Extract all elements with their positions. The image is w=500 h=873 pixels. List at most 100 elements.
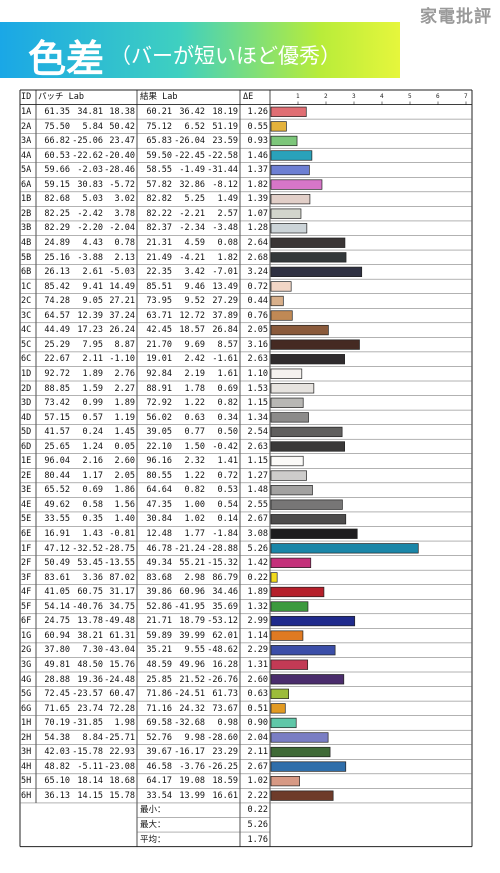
- row-id: 5D: [21, 427, 32, 438]
- result-lab-value: 9.69: [184, 339, 205, 350]
- delta-e-bar: [270, 557, 312, 568]
- row-id: 3C: [21, 310, 32, 321]
- patch-lab-value: 44.49: [44, 325, 70, 336]
- delta-e-bar: [270, 601, 309, 612]
- result-lab-value: 6.52: [184, 121, 205, 132]
- result-lab-value: -26.25: [207, 761, 238, 772]
- patch-lab-value: 57.15: [44, 412, 70, 423]
- delta-e-bar: [270, 630, 304, 641]
- result-lab-value: 56.02: [146, 412, 172, 423]
- result-lab-value: -1.49: [179, 165, 205, 176]
- patch-lab-value: 75.50: [44, 121, 70, 132]
- result-lab-value: 59.89: [146, 630, 172, 641]
- patch-lab-value: 2.16: [82, 456, 103, 467]
- delta-e-bar: [270, 426, 343, 438]
- x-tick-label: 1: [296, 93, 300, 100]
- delta-e-value: 1.48: [247, 485, 268, 496]
- result-lab-value: 2.42: [184, 354, 205, 365]
- result-lab-value: 47.35: [146, 499, 172, 510]
- result-lab-value: 18.57: [179, 325, 205, 336]
- patch-lab-value: 2.61: [82, 267, 103, 278]
- row-id: 2H: [21, 732, 32, 743]
- patch-lab-value: -22.62: [72, 150, 103, 161]
- delta-e-bar: [270, 470, 307, 481]
- patch-lab-value: -28.75: [104, 543, 135, 554]
- row-id: 1F: [21, 543, 32, 554]
- patch-lab-value: -49.48: [104, 616, 135, 627]
- result-lab-value: -21.24: [174, 543, 205, 554]
- delta-e-bar: [270, 368, 303, 379]
- patch-lab-value: 7.30: [82, 645, 103, 656]
- result-lab-value: 5.25: [184, 194, 205, 205]
- result-lab-value: 1.00: [184, 499, 205, 510]
- result-lab-value: 0.69: [217, 383, 238, 394]
- result-lab-value: 39.86: [146, 587, 172, 598]
- patch-lab-value: -2.20: [77, 223, 103, 234]
- summary-label: 最小：: [140, 805, 166, 816]
- result-lab-value: 33.54: [146, 790, 172, 801]
- result-lab-value: -41.95: [174, 601, 205, 612]
- patch-lab-value: 42.03: [44, 747, 70, 758]
- patch-lab-value: 1.45: [114, 427, 135, 438]
- delta-e-value: 2.67: [247, 514, 268, 525]
- patch-lab-value: 72.45: [44, 689, 70, 700]
- delta-e-value: 1.15: [247, 456, 268, 467]
- result-lab-value: -3.76: [179, 761, 205, 772]
- result-lab-value: 0.63: [184, 412, 205, 423]
- result-lab-value: 18.19: [212, 107, 238, 118]
- delta-e-value: 0.90: [247, 718, 268, 729]
- patch-lab-value: 0.69: [82, 485, 103, 496]
- patch-lab-value: -32.52: [72, 543, 103, 554]
- delta-e-value: 3.16: [247, 339, 268, 350]
- result-lab-value: -28.60: [207, 732, 238, 743]
- result-lab-value: 2.32: [184, 456, 205, 467]
- patch-lab-value: 4.43: [82, 238, 103, 248]
- x-tick-label: 2: [324, 93, 328, 100]
- row-id: 1E: [21, 456, 32, 467]
- result-lab-value: 0.77: [184, 427, 205, 438]
- delta-e-bar: [270, 106, 307, 117]
- row-id: 4F: [21, 587, 32, 598]
- row-id: 2B: [21, 208, 32, 219]
- delta-e-value: 0.93: [247, 136, 268, 147]
- delta-e-value: 2.68: [247, 252, 268, 263]
- patch-lab-value: 41.05: [44, 587, 70, 598]
- row-id: 4E: [21, 499, 32, 510]
- result-lab-value: 96.16: [146, 456, 172, 467]
- row-id: 1G: [21, 630, 32, 641]
- delta-e-bar: [270, 194, 311, 205]
- result-lab-value: -8.12: [212, 179, 238, 190]
- patch-lab-value: 2.27: [114, 383, 135, 394]
- delta-e-bar: [270, 775, 300, 787]
- delta-e-value: 0.76: [247, 310, 268, 321]
- patch-lab-value: 1.24: [82, 441, 103, 452]
- row-id: 1D: [21, 368, 32, 379]
- result-lab-value: -53.12: [207, 616, 238, 627]
- patch-lab-value: -23.08: [104, 761, 135, 772]
- result-lab-value: 1.49: [217, 194, 238, 205]
- delta-e-bar: [270, 266, 363, 278]
- result-lab-value: -15.32: [207, 558, 238, 569]
- delta-e-value: 2.60: [247, 674, 268, 685]
- result-lab-value: -4.21: [179, 252, 205, 263]
- row-id: 2E: [21, 470, 32, 481]
- patch-lab-value: 0.99: [82, 398, 103, 409]
- patch-lab-value: 2.05: [114, 470, 135, 481]
- patch-lab-value: -2.04: [109, 223, 135, 234]
- result-lab-value: 2.19: [184, 368, 205, 379]
- result-lab-value: 73.67: [212, 703, 238, 714]
- result-lab-value: 39.67: [146, 747, 172, 758]
- patch-lab-value: 8.84: [82, 732, 103, 743]
- delta-e-bar: [270, 688, 289, 699]
- patch-lab-value: 92.72: [44, 368, 70, 379]
- row-id: 6H: [21, 790, 32, 801]
- delta-e-bar: [270, 339, 360, 350]
- delta-e-bar: [270, 223, 308, 234]
- summary-label: 最大：: [140, 820, 166, 830]
- patch-lab-value: 3.78: [114, 208, 135, 219]
- delta-e-value: 1.07: [247, 208, 268, 219]
- delta-e-value: 2.04: [247, 732, 268, 743]
- patch-lab-value: 1.40: [114, 514, 135, 525]
- banner-title: 色差: [28, 37, 105, 81]
- result-lab-value: 71.86: [146, 689, 172, 700]
